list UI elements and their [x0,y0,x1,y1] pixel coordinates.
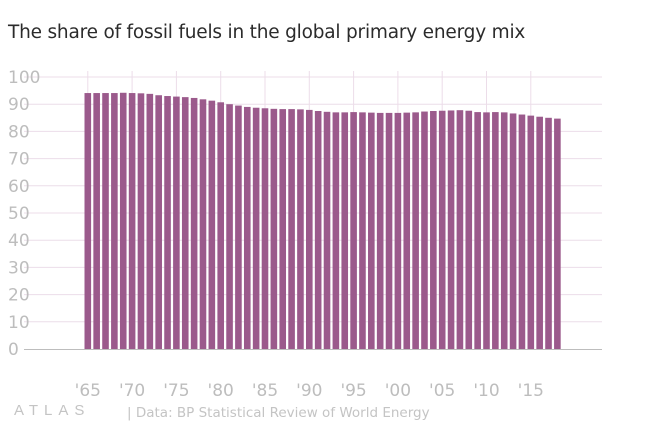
x-tick-label: '10 [473,381,499,401]
bar-2006 [447,110,455,350]
bar-2018 [554,118,561,349]
y-tick-label: 70 [8,150,30,170]
y-tick-label: 80 [8,122,30,142]
bar-1983 [243,106,251,349]
bar-1968 [111,93,118,349]
bar-1988 [288,109,295,349]
bar-1994 [341,112,349,349]
y-tick-label: 10 [8,313,30,333]
bar-2015 [527,115,535,350]
bar-1998 [376,112,384,350]
bar-1971 [137,93,145,349]
atlas-logo: ATLAS [14,402,91,419]
x-tick-label: '70 [119,381,145,401]
bar-1980 [217,102,224,350]
bar-1969 [119,92,127,349]
bar-1999 [385,112,393,350]
bar-2016 [536,116,543,349]
y-tick-label: 20 [8,286,30,306]
data-source: | Data: BP Statistical Review of World E… [127,405,430,421]
y-tick-label: 100 [8,68,40,88]
bar-1996 [359,112,366,349]
bar-1965 [84,93,92,349]
bar-1984 [252,107,260,350]
bar-2010 [483,112,490,349]
bar-1973 [155,95,162,349]
bar-1990 [306,109,313,349]
bar-1967 [102,93,109,349]
bar-2008 [465,110,473,349]
x-tick-label: '90 [296,381,322,401]
bar-1977 [190,97,198,349]
bar-1975 [173,96,180,349]
bar-2012 [500,112,508,349]
x-tick-label: '80 [208,381,234,401]
bar-1970 [128,93,136,349]
bar-1993 [332,112,340,349]
bar-2001 [403,112,411,350]
bar-2000 [394,112,402,350]
x-tick-label: '00 [385,381,411,401]
bar-1976 [181,97,189,350]
bar-1985 [261,108,269,349]
x-tick-label: '15 [518,381,544,401]
bar-2017 [545,117,552,349]
x-tick-label: '85 [252,381,278,401]
bar-2011 [492,112,499,349]
bar-1997 [368,112,375,350]
bar-1991 [314,111,322,349]
bar-1987 [279,109,287,349]
bar-1979 [208,100,216,349]
bar-1992 [323,111,331,349]
bar-1989 [297,109,304,349]
bar-1982 [235,105,242,349]
bar-1966 [93,93,100,349]
bar-2005 [438,110,446,349]
bar-2002 [412,112,419,349]
bar-2003 [421,111,428,349]
y-tick-label: 0 [8,340,19,360]
x-tick-label: '65 [75,381,101,401]
bar-1972 [146,93,154,349]
y-tick-label: 30 [8,258,30,278]
bar-1978 [199,99,207,349]
chart-title: The share of fossil fuels in the global … [8,22,526,43]
bar-2014 [518,114,526,349]
x-tick-label: '75 [163,381,189,401]
y-tick-label: 60 [8,177,30,197]
x-tick-label: '95 [340,381,366,401]
x-tick-label: '05 [429,381,455,401]
bar-1981 [226,104,233,349]
bar-2013 [509,113,517,349]
bar-2004 [430,111,437,349]
bar-2007 [456,110,464,350]
bar-2009 [474,112,481,349]
bar-1995 [350,112,357,349]
bar-1986 [270,108,278,349]
y-tick-label: 50 [8,204,30,224]
bar-1974 [164,96,171,349]
y-tick-label: 90 [8,95,30,115]
y-tick-label: 40 [8,231,30,251]
